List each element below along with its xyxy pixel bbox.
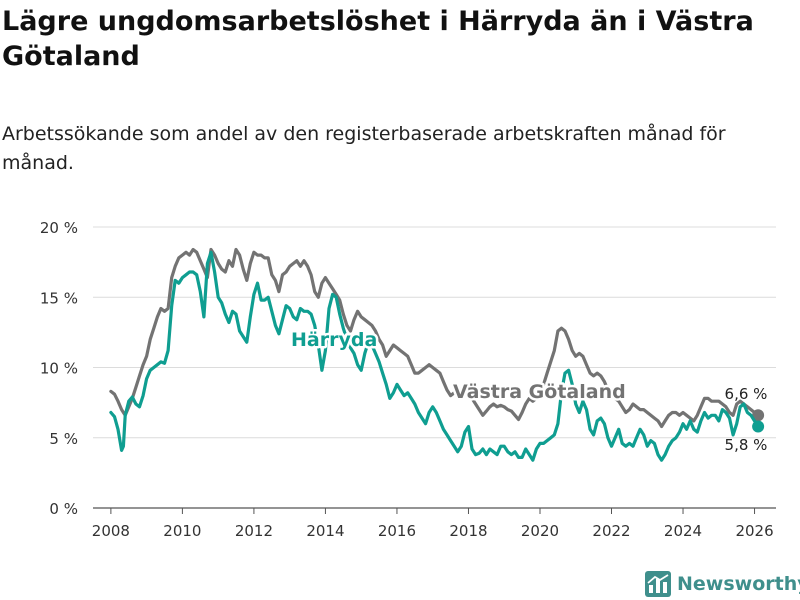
series-label-vgr: Västra Götaland	[453, 381, 626, 403]
chart-subtitle: Arbetssökande som andel av den registerb…	[2, 123, 726, 174]
chart-title: Lägre ungdomsarbetslöshet i Härryda än i…	[2, 6, 754, 72]
x-tick-label: 2014	[306, 522, 344, 540]
end-label-vgr: 6,6 %	[725, 385, 768, 403]
series-label-vgr-halo: Västra Götaland	[453, 381, 626, 403]
x-tick-label: 2016	[378, 522, 416, 540]
end-point-v-stra-g-taland	[752, 409, 765, 422]
series-label-harryda-halo: Härryda	[291, 329, 377, 351]
x-tick-label: 2022	[592, 522, 630, 540]
series-line-v-stra-g-taland	[109, 247, 760, 429]
x-tick-label: 2020	[521, 522, 559, 540]
x-tick-label: 2026	[735, 522, 773, 540]
series-label-harryda: Härryda	[291, 329, 377, 351]
end-label-harryda: 5,8 %	[725, 436, 768, 454]
y-tick-label: 20 %	[40, 219, 78, 237]
y-tick-label: 15 %	[40, 289, 78, 307]
x-tick-label: 2010	[163, 522, 201, 540]
y-tick-label: 10 %	[40, 360, 78, 378]
series-line-h-rryda	[109, 250, 760, 462]
end-point-h-rryda	[752, 420, 765, 433]
x-tick-label: 2008	[92, 522, 130, 540]
newsworthy-logo: Newsworthy	[645, 570, 800, 598]
x-tick-label: 2018	[449, 522, 487, 540]
y-tick-label: 5 %	[49, 430, 78, 448]
x-tick-label: 2012	[235, 522, 273, 540]
x-tick-label: 2024	[664, 522, 702, 540]
brand-name: Newsworthy	[677, 573, 800, 595]
newsworthy-chart-icon	[645, 571, 671, 597]
y-tick-label: 0 %	[49, 500, 78, 518]
